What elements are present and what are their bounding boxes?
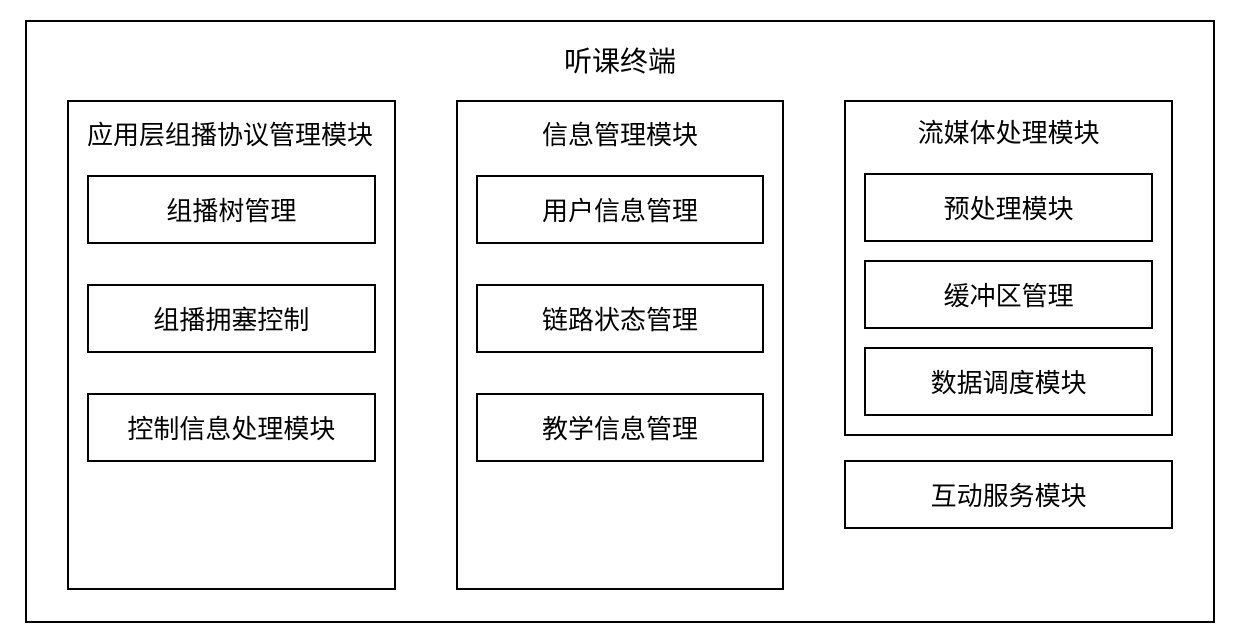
item-buffer-mgmt: 缓冲区管理 [864,260,1153,329]
item-congestion-control: 组播拥塞控制 [87,284,376,353]
item-teaching-info-mgmt: 教学信息管理 [476,393,765,462]
column-3: 流媒体处理模块 预处理模块 缓冲区管理 数据调度模块 互动服务模块 [844,100,1173,610]
item-preprocess: 预处理模块 [864,173,1153,242]
module-title: 流媒体处理模块 [864,116,1153,151]
item-link-state-mgmt: 链路状态管理 [476,284,765,353]
columns-row: 应用层组播协议管理模块 组播树管理 组播拥塞控制 控制信息处理模块 信息管理模块… [27,90,1213,610]
column-2: 信息管理模块 用户信息管理 链路状态管理 教学信息管理 [456,100,785,610]
item-control-info-processing: 控制信息处理模块 [87,393,376,462]
module-title: 应用层组播协议管理模块 [87,118,376,153]
item-multicast-tree-mgmt: 组播树管理 [87,175,376,244]
module-interactive-service: 互动服务模块 [844,460,1173,529]
module-title: 信息管理模块 [476,118,765,153]
item-data-scheduling: 数据调度模块 [864,347,1153,416]
module-multicast-protocol: 应用层组播协议管理模块 组播树管理 组播拥塞控制 控制信息处理模块 [67,100,396,590]
diagram-title: 听课终端 [27,22,1213,90]
module-info-mgmt: 信息管理模块 用户信息管理 链路状态管理 教学信息管理 [456,100,785,590]
module-streaming: 流媒体处理模块 预处理模块 缓冲区管理 数据调度模块 [844,100,1173,436]
terminal-container: 听课终端 应用层组播协议管理模块 组播树管理 组播拥塞控制 控制信息处理模块 信… [25,20,1215,623]
column-1: 应用层组播协议管理模块 组播树管理 组播拥塞控制 控制信息处理模块 [67,100,396,610]
item-user-info-mgmt: 用户信息管理 [476,175,765,244]
